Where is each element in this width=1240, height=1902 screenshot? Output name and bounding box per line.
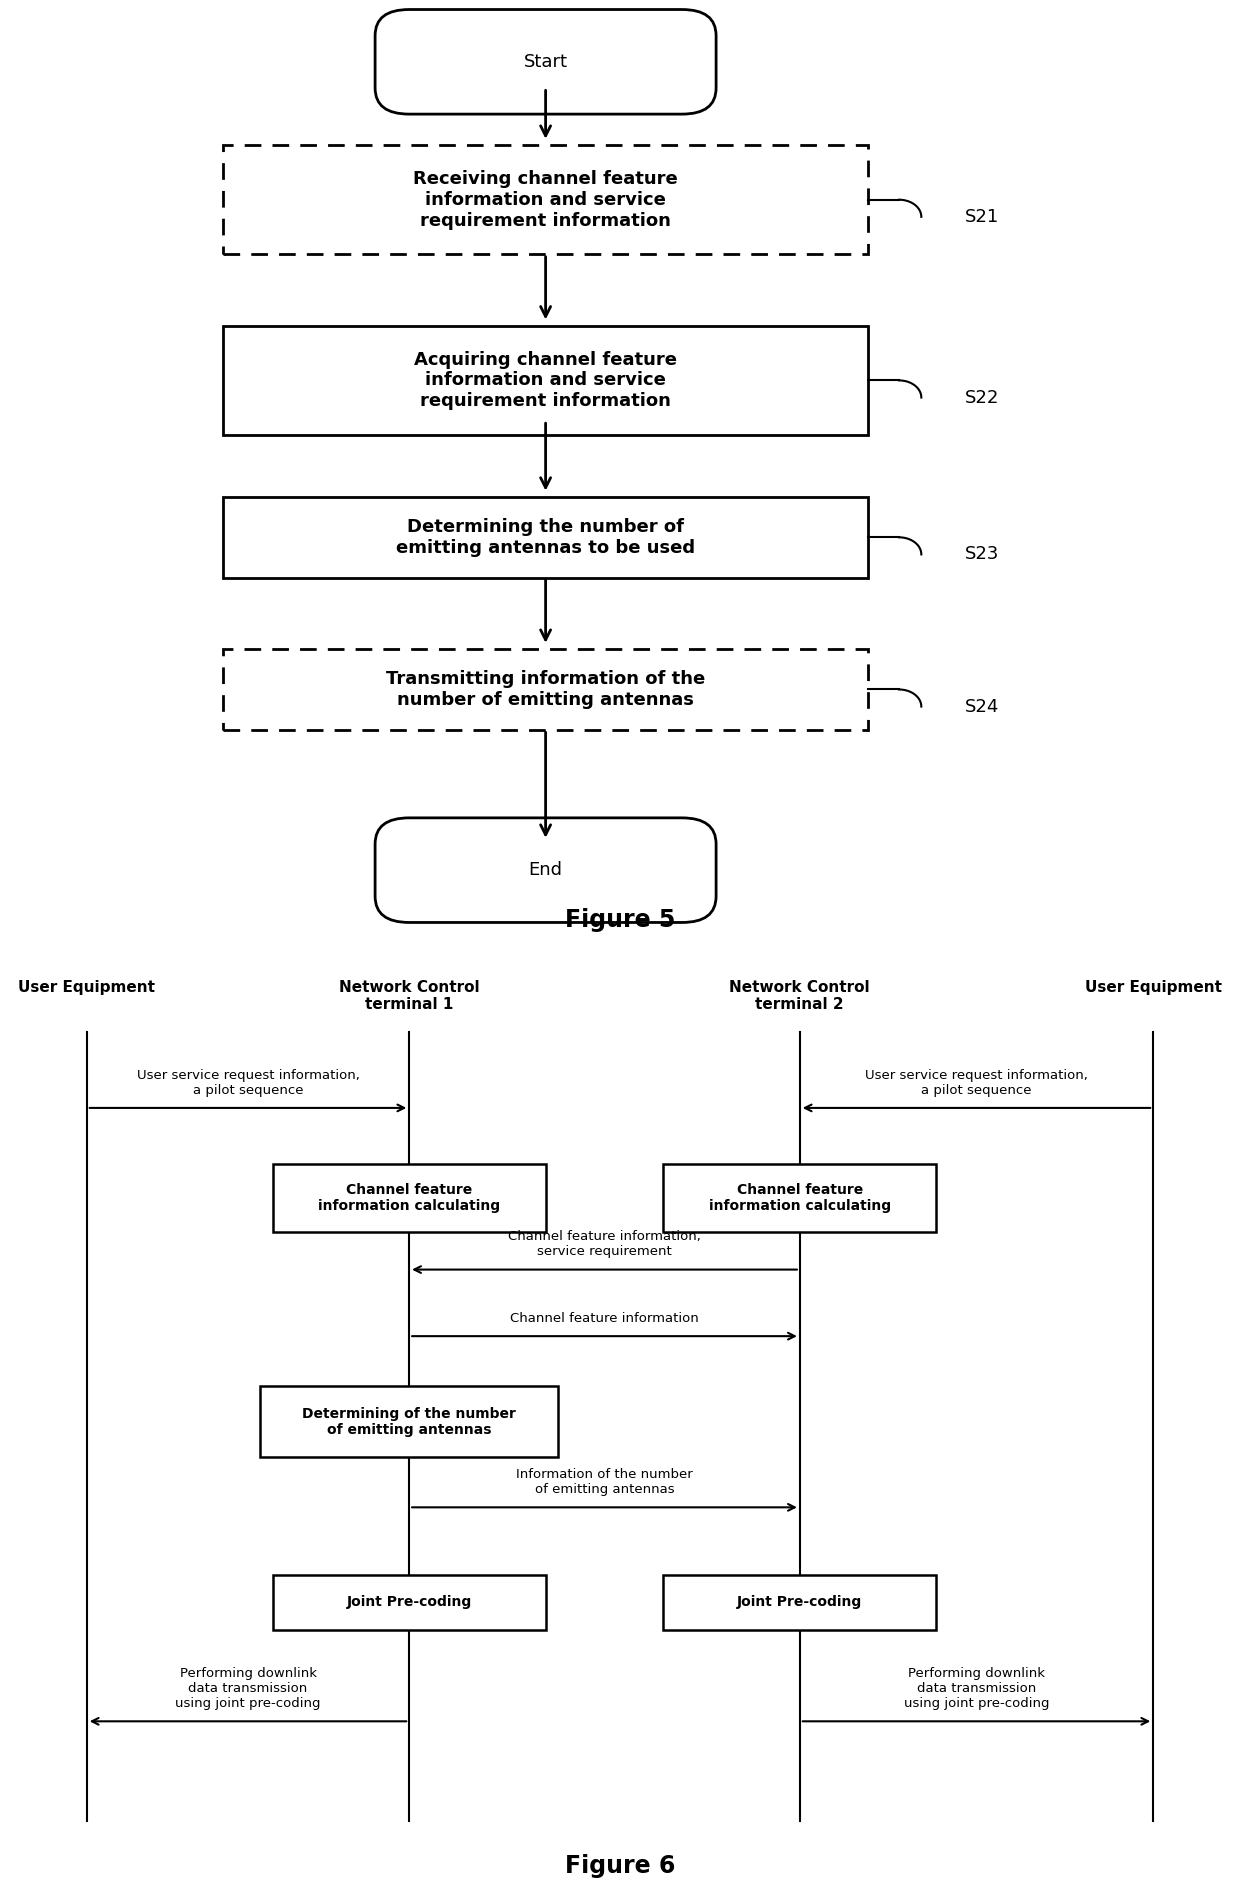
Text: Acquiring channel feature
information and service
requirement information: Acquiring channel feature information an… (414, 350, 677, 411)
Text: Figure 5: Figure 5 (564, 907, 676, 932)
Bar (273, 1575, 546, 1630)
Bar (223, 325, 868, 436)
Text: S21: S21 (965, 207, 999, 226)
Text: User service request information,
a pilot sequence: User service request information, a pilo… (136, 1069, 360, 1096)
Bar (223, 649, 868, 730)
Text: Channel feature information: Channel feature information (510, 1312, 699, 1326)
Text: Channel feature
information calculating: Channel feature information calculating (319, 1183, 500, 1213)
Text: User Equipment: User Equipment (1085, 980, 1221, 995)
Text: End: End (528, 862, 563, 879)
Text: Joint Pre-coding: Joint Pre-coding (346, 1596, 472, 1609)
Text: User Equipment: User Equipment (19, 980, 155, 995)
Text: Information of the number
of emitting antennas: Information of the number of emitting an… (516, 1468, 693, 1495)
Text: Transmitting information of the
number of emitting antennas: Transmitting information of the number o… (386, 670, 706, 709)
FancyBboxPatch shape (374, 10, 717, 114)
Bar (223, 145, 868, 255)
Text: Network Control
terminal 1: Network Control terminal 1 (339, 980, 480, 1012)
Bar (273, 1164, 546, 1232)
Text: Channel feature information,
service requirement: Channel feature information, service req… (508, 1231, 701, 1259)
Text: Figure 6: Figure 6 (564, 1854, 676, 1879)
Text: S23: S23 (965, 546, 999, 563)
Text: User service request information,
a pilot sequence: User service request information, a pilo… (866, 1069, 1087, 1096)
Text: Channel feature
information calculating: Channel feature information calculating (709, 1183, 890, 1213)
Text: Determining of the number
of emitting antennas: Determining of the number of emitting an… (303, 1407, 516, 1436)
Text: Start: Start (523, 53, 568, 70)
Text: Performing downlink
data transmission
using joint pre-coding: Performing downlink data transmission us… (175, 1666, 321, 1710)
FancyBboxPatch shape (374, 818, 717, 922)
Bar (260, 1387, 558, 1457)
Bar (223, 496, 868, 578)
Text: Determining the number of
emitting antennas to be used: Determining the number of emitting anten… (396, 517, 696, 557)
Text: Joint Pre-coding: Joint Pre-coding (737, 1596, 863, 1609)
Text: Network Control
terminal 2: Network Control terminal 2 (729, 980, 870, 1012)
Text: S24: S24 (965, 698, 999, 715)
Text: Receiving channel feature
information and service
requirement information: Receiving channel feature information an… (413, 169, 678, 230)
Bar (663, 1164, 936, 1232)
Bar (663, 1575, 936, 1630)
Text: Performing downlink
data transmission
using joint pre-coding: Performing downlink data transmission us… (904, 1666, 1049, 1710)
Text: S22: S22 (965, 388, 999, 407)
